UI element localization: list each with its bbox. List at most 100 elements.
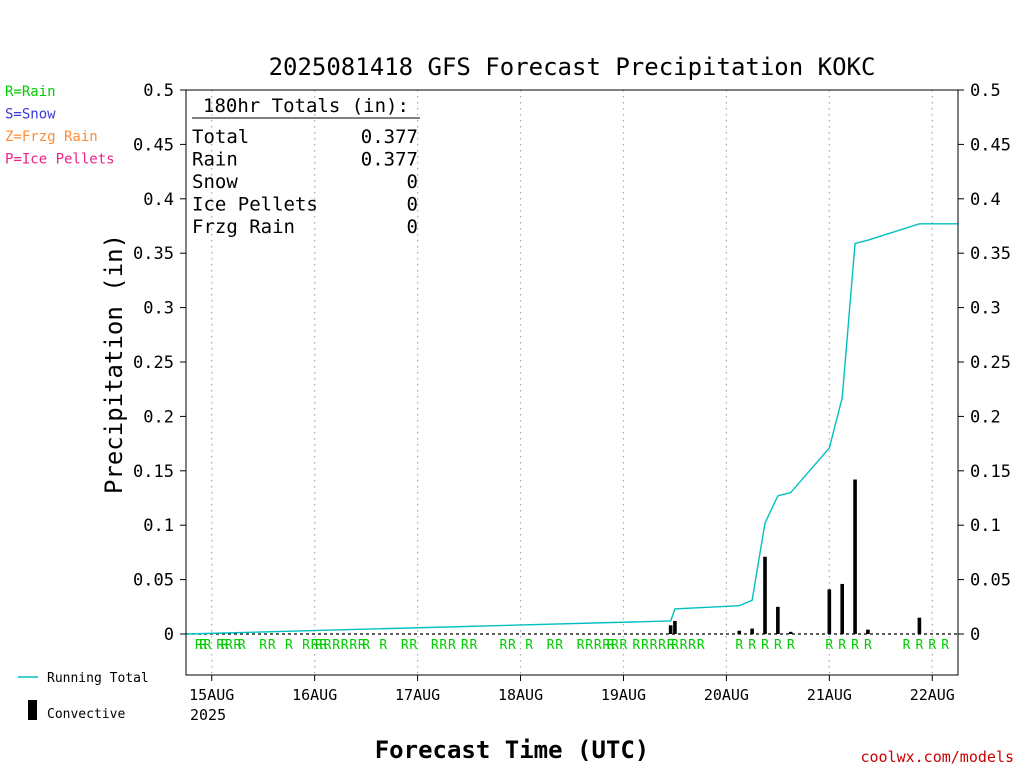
ptype-mark: R bbox=[607, 638, 615, 653]
x-tick-label: 21AUG bbox=[807, 686, 852, 704]
convective-bar bbox=[673, 620, 677, 634]
totals-header: 180hr Totals (in): bbox=[203, 95, 409, 117]
y-tick-label-left: 0.05 bbox=[133, 571, 174, 591]
convective-bar bbox=[737, 630, 742, 634]
x-tick-label: 18AUG bbox=[498, 686, 543, 704]
y-tick-label-right: 0.1 bbox=[970, 516, 1001, 536]
y-tick-label-right: 0.4 bbox=[970, 190, 1001, 210]
ptype-legend-item: P=Ice Pellets bbox=[5, 152, 115, 168]
ptype-mark: R bbox=[680, 638, 688, 653]
ptype-mark: R bbox=[915, 638, 923, 653]
totals-row-value: 0 bbox=[407, 216, 418, 238]
totals-row-value: 0 bbox=[407, 171, 418, 193]
ptype-mark: R bbox=[555, 638, 563, 653]
ptype-mark: R bbox=[499, 638, 507, 653]
y-tick-label-left: 0 bbox=[164, 625, 174, 645]
ptype-mark: R bbox=[774, 638, 782, 653]
ptype-mark: R bbox=[409, 638, 417, 653]
ptype-mark: R bbox=[358, 638, 366, 653]
ptype-mark: R bbox=[341, 638, 349, 653]
ptype-mark: R bbox=[221, 638, 229, 653]
convective-bar bbox=[853, 479, 857, 634]
y-tick-label-left: 0.1 bbox=[143, 516, 174, 536]
convective-bars bbox=[668, 479, 922, 634]
ptype-mark: R bbox=[611, 638, 619, 653]
ptype-mark: R bbox=[195, 638, 203, 653]
ptype-mark: R bbox=[439, 638, 447, 653]
ptype-mark: R bbox=[349, 638, 357, 653]
ptype-mark: R bbox=[324, 638, 332, 653]
y-tick-label-right: 0.2 bbox=[970, 407, 1001, 427]
ptype-mark: R bbox=[941, 638, 949, 653]
ptype-legend-item: R=Rain bbox=[5, 84, 56, 100]
y-tick-label-left: 0.25 bbox=[133, 353, 174, 373]
y-tick-label-left: 0.4 bbox=[143, 190, 174, 210]
ptype-mark: R bbox=[697, 638, 705, 653]
y-tick-label-left: 0.45 bbox=[133, 135, 174, 155]
ptype-mark: R bbox=[204, 638, 212, 653]
chart-title: 2025081418 GFS Forecast Precipitation KO… bbox=[269, 53, 876, 81]
y-tick-label-right: 0.35 bbox=[970, 244, 1011, 264]
series-legend-label: Convective bbox=[47, 707, 125, 722]
credit-text: coolwx.com/models bbox=[860, 748, 1014, 766]
ptype-mark: R bbox=[864, 638, 872, 653]
running-total-line-group bbox=[185, 223, 958, 635]
x-axis: 15AUG 16AUG 17AUG 18AUG 19AUG 20AUG 21AUG 22AUG bbox=[189, 675, 955, 704]
ptype-mark: R bbox=[667, 638, 675, 653]
totals-row-label: Ice Pellets bbox=[192, 194, 318, 216]
y-axis-left: 0 0.05 0.1 0.15 0.2 0.25 0.3 0.35 0.4 0.45 0.5 bbox=[133, 81, 186, 645]
ptype-mark: R bbox=[199, 638, 207, 653]
totals-row-label: Rain bbox=[192, 149, 238, 171]
ptype-mark: R bbox=[401, 638, 409, 653]
totals-row-value: 0.377 bbox=[361, 126, 418, 148]
ptype-mark: R bbox=[650, 638, 658, 653]
y-tick-label-right: 0.05 bbox=[970, 571, 1011, 591]
series-legend-label: Running Total bbox=[47, 671, 149, 686]
y-tick-label-right: 0.3 bbox=[970, 299, 1001, 319]
convective-bar bbox=[917, 617, 922, 634]
ptype-mark: R bbox=[362, 638, 370, 653]
ptype-mark: R bbox=[525, 638, 533, 653]
totals-row-label: Frzg Rain bbox=[192, 216, 295, 238]
ptype-mark: R bbox=[448, 638, 456, 653]
x-tick-label: 22AUG bbox=[910, 686, 955, 704]
x-tick-label: 19AUG bbox=[601, 686, 646, 704]
y-tick-label-right: 0.25 bbox=[970, 353, 1011, 373]
ptype-mark: R bbox=[234, 638, 242, 653]
y-tick-label-right: 0.15 bbox=[970, 462, 1011, 482]
ptype-mark: R bbox=[903, 638, 911, 653]
ptype-mark: R bbox=[508, 638, 516, 653]
x-axis-label: Forecast Time (UTC) bbox=[375, 736, 650, 764]
ptype-mark: R bbox=[461, 638, 469, 653]
convective-bar bbox=[668, 625, 673, 634]
totals-row-value: 0 bbox=[407, 194, 418, 216]
y-tick-label-left: 0.35 bbox=[133, 244, 174, 264]
y-axis-right: 0 0.05 0.1 0.15 0.2 0.25 0.3 0.35 0.4 0.45 0.5 bbox=[958, 81, 1011, 645]
totals-box: 180hr Totals (in): Total 0.377 Rain 0.377 Sno… bbox=[192, 95, 420, 238]
plot-frame bbox=[185, 89, 959, 676]
ptype-mark: R bbox=[620, 638, 628, 653]
x-tick-label: 16AUG bbox=[292, 686, 337, 704]
ptype-legend-item: S=Snow bbox=[5, 107, 56, 123]
ptype-mark: R bbox=[225, 638, 233, 653]
ptype-mark: R bbox=[268, 638, 276, 653]
ptype-mark: R bbox=[658, 638, 666, 653]
ptype-mark: R bbox=[577, 638, 585, 653]
convective-bar bbox=[827, 589, 832, 634]
ptype-mark: R bbox=[748, 638, 756, 653]
y-tick-label-right: 0 bbox=[970, 625, 980, 645]
ptype-mark: R bbox=[469, 638, 477, 653]
ptype-mark: R bbox=[302, 638, 310, 653]
x-tick-label: 20AUG bbox=[704, 686, 749, 704]
y-tick-label-left: 0.5 bbox=[143, 81, 174, 101]
ptype-mark: R bbox=[838, 638, 846, 653]
convective-bar bbox=[750, 628, 754, 634]
y-tick-label-left: 0.3 bbox=[143, 299, 174, 319]
totals-row-label: Total bbox=[192, 126, 249, 148]
convective-bar bbox=[840, 583, 844, 634]
y-axis-label: Precipitation (in) bbox=[100, 234, 128, 494]
ptype-mark: R bbox=[787, 638, 795, 653]
ptype-mark: R bbox=[671, 638, 679, 653]
running-total-line bbox=[185, 223, 958, 635]
